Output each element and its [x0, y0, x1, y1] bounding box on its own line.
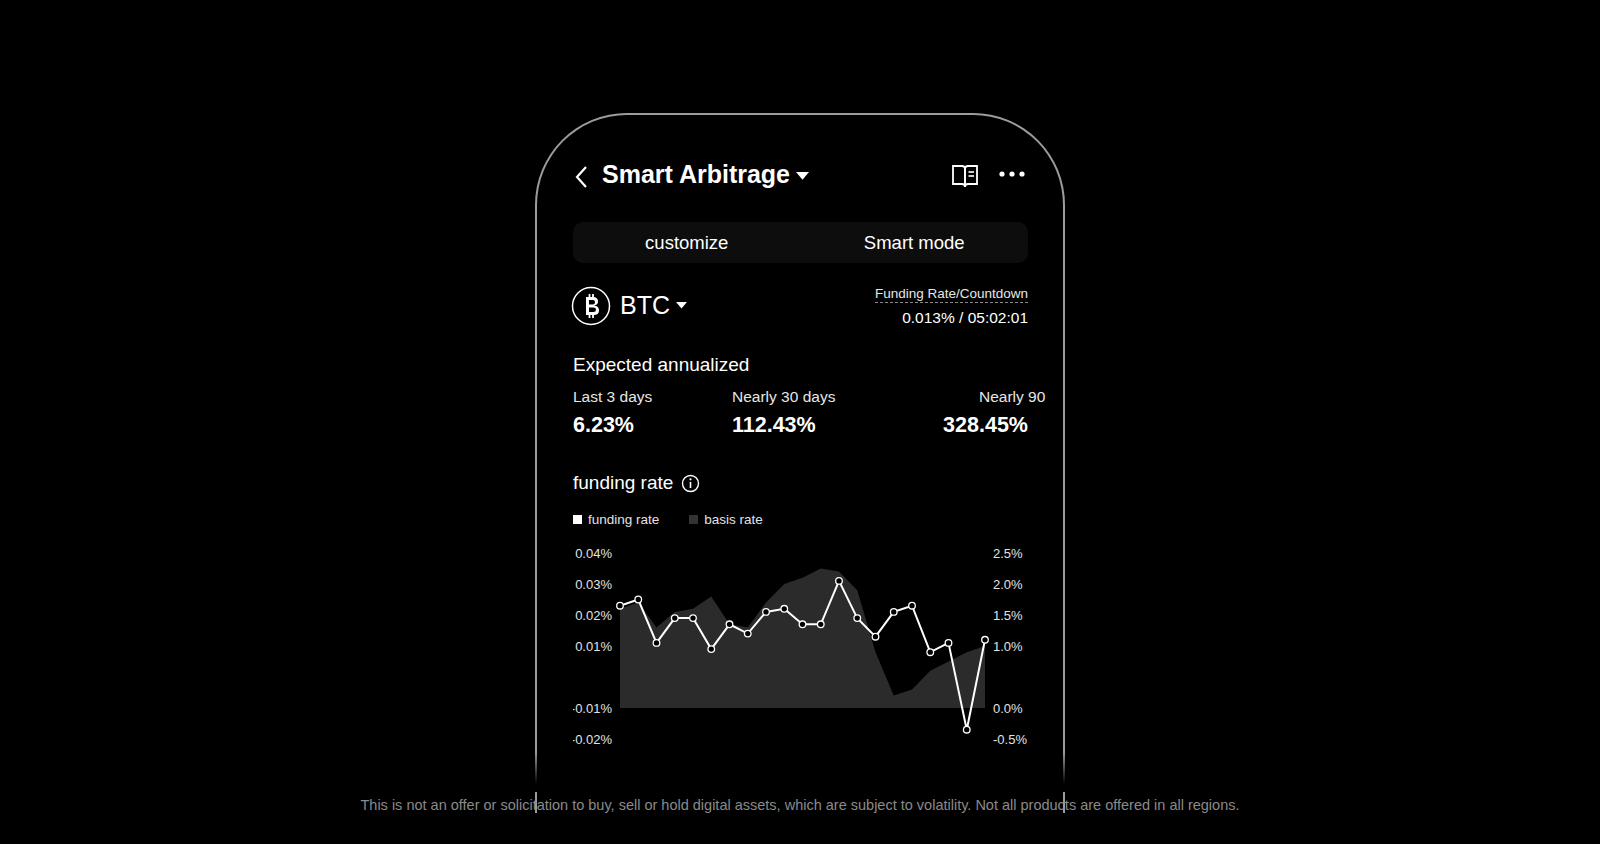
svg-text:0.01%: 0.01%	[575, 639, 612, 654]
html-text:Smart mode: Smart mode	[863, 231, 965, 253]
html-text:basis rate: basis rate	[704, 512, 763, 527]
svg-text:2.5%: 2.5%	[993, 546, 1023, 561]
html-text:funding rate: funding rate	[573, 472, 674, 493]
html-text:BTC: BTC	[620, 291, 670, 319]
svg-text:1.0%: 1.0%	[993, 639, 1023, 654]
html-text:customize: customize	[645, 231, 729, 253]
svg-text:0.03%: 0.03%	[575, 577, 612, 592]
html-text:Funding Rate/Countdown: Funding Rate/Countdown	[874, 286, 1028, 301]
html-text:Expected annualized: Expected annualized	[573, 354, 750, 375]
svg-text:-0.5%: -0.5%	[993, 732, 1027, 745]
svg-text:-0.01%: -0.01%	[573, 701, 612, 716]
svg-text:0.04%: 0.04%	[575, 546, 612, 561]
html-text:Last 3 days: Last 3 days	[573, 388, 653, 405]
html-text:This is not an offer or solici: This is not an offer or solicitation to …	[360, 797, 1240, 813]
html-text:112.43%: 112.43%	[732, 413, 816, 437]
html-text:funding rate: funding rate	[588, 512, 660, 527]
html-text:328.45%: 328.45%	[943, 413, 1028, 437]
svg-text:-0.02%: -0.02%	[573, 732, 612, 745]
html-text:Smart Arbitrage: Smart Arbitrage	[602, 160, 790, 188]
svg-text:2.0%: 2.0%	[993, 577, 1023, 592]
svg-text:0.0%: 0.0%	[993, 701, 1023, 716]
html-text:6.23%: 6.23%	[573, 413, 634, 437]
html-text:Nearly 90: Nearly 90	[979, 388, 1046, 405]
svg-text:1.5%: 1.5%	[993, 608, 1023, 623]
svg-text:0.02%: 0.02%	[575, 608, 612, 623]
html-text:Nearly 30 days: Nearly 30 days	[732, 388, 836, 405]
html-text:0.013% / 05:02:01: 0.013% / 05:02:01	[902, 309, 1028, 326]
